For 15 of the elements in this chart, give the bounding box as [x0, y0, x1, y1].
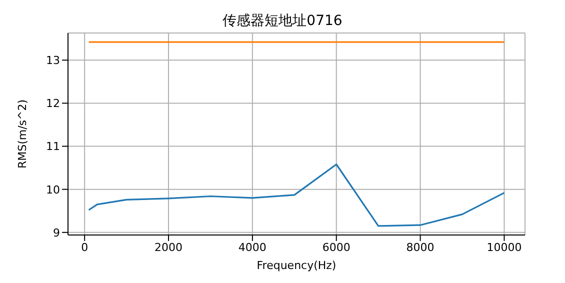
chart-title: 传感器短地址0716 [222, 12, 344, 30]
x-tick-label: 0 [81, 240, 88, 254]
y-tick-label: 9 [53, 226, 60, 240]
x-tick-label: 8000 [406, 240, 434, 254]
y-tick-label: 10 [46, 183, 60, 196]
x-axis-title: Frequency(Hz) [256, 259, 336, 272]
x-tick-label: 6000 [322, 240, 350, 254]
x-tick-label: 2000 [154, 240, 183, 254]
y-tick-label: 13 [46, 54, 60, 68]
x-tick-label: 4000 [238, 240, 266, 254]
x-tick-label: 10000 [486, 240, 522, 254]
line-series [88, 164, 506, 227]
y-tick-label: 12 [46, 97, 60, 110]
y-tick-label: 11 [46, 140, 60, 154]
y-axis-title: RMS(m/s^2) [16, 99, 29, 169]
